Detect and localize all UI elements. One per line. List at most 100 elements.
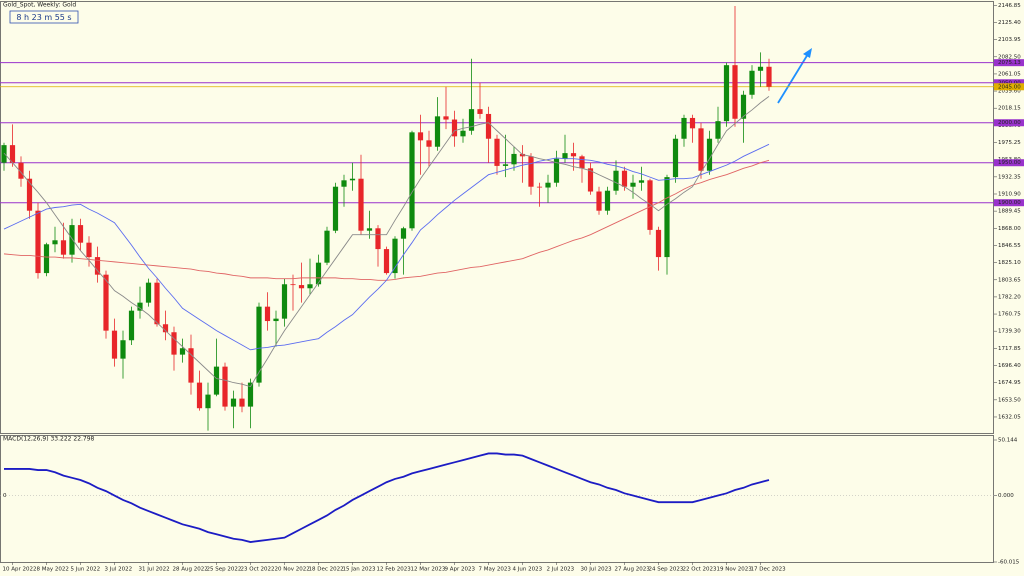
candle-body bbox=[213, 366, 220, 395]
candle-body bbox=[315, 262, 322, 285]
candle-body bbox=[358, 178, 364, 231]
candle-body bbox=[604, 190, 611, 211]
candle-body bbox=[426, 140, 432, 147]
x-tick-label: 4 Jun 2023 bbox=[513, 567, 543, 573]
x-tick-label: 12 Feb 2023 bbox=[377, 567, 412, 573]
candle-body bbox=[400, 228, 407, 239]
candle-body bbox=[596, 191, 602, 211]
candle-body bbox=[715, 121, 721, 139]
x-tick-label: 7 May 2023 bbox=[479, 567, 512, 573]
candle-body bbox=[766, 66, 772, 87]
candle-body bbox=[655, 229, 662, 258]
timer-box bbox=[9, 10, 79, 24]
candle-body bbox=[162, 324, 169, 333]
candle-body bbox=[324, 230, 330, 263]
candle-body bbox=[621, 170, 628, 187]
y-tick-label: 1696.40 bbox=[998, 363, 1021, 369]
x-tick-label: 17 Dec 2023 bbox=[751, 567, 787, 573]
candle-body bbox=[35, 210, 41, 274]
candle-body bbox=[757, 66, 764, 71]
candle-body bbox=[154, 282, 160, 325]
candle-body bbox=[366, 228, 373, 231]
macd-panel bbox=[0, 435, 994, 563]
x-tick-label: 19 Nov 2023 bbox=[717, 567, 753, 573]
candle-body bbox=[630, 182, 636, 187]
level-label: 2000.00 bbox=[998, 120, 1021, 126]
x-tick-label: 9 Apr 2023 bbox=[445, 567, 476, 573]
candle-body bbox=[111, 330, 118, 359]
candle-body bbox=[494, 138, 500, 166]
candle-body bbox=[647, 180, 653, 230]
candle-body bbox=[528, 156, 534, 187]
arrow-shaft bbox=[777, 53, 809, 104]
x-tick-label: 3 Jul 2022 bbox=[105, 567, 133, 573]
x-tick-label: 2 Jul 2023 bbox=[547, 567, 575, 573]
candle-body bbox=[689, 117, 696, 129]
x-tick-label: 31 Jul 2022 bbox=[139, 567, 170, 573]
y-tick-label: 1632.05 bbox=[998, 414, 1021, 420]
candle-body bbox=[332, 186, 339, 231]
candle-body bbox=[9, 145, 16, 163]
moving-average bbox=[3, 143, 770, 351]
x-tick-label: 5 Jun 2022 bbox=[71, 567, 101, 573]
y-tick-label: 2061.05 bbox=[998, 71, 1021, 77]
candle-body bbox=[103, 274, 109, 331]
candle-body bbox=[239, 398, 245, 407]
y-tick-label: 1932.35 bbox=[998, 174, 1021, 180]
candle-body bbox=[188, 348, 194, 383]
candle-body bbox=[706, 138, 713, 171]
candle-body bbox=[264, 306, 271, 322]
candle-body bbox=[553, 158, 560, 183]
candle-body bbox=[749, 70, 755, 95]
candle-body bbox=[120, 340, 126, 359]
y-tick-label: 2125.40 bbox=[998, 20, 1021, 26]
y-tick-label: 0.000 bbox=[998, 493, 1014, 499]
candle-body bbox=[230, 398, 237, 407]
candle-body bbox=[434, 116, 441, 147]
candle-body bbox=[179, 348, 186, 355]
candle-body bbox=[18, 162, 24, 179]
last-price-label: 2045.00 bbox=[998, 84, 1021, 90]
x-tick-label: 30 Jul 2023 bbox=[581, 567, 613, 573]
candle-body bbox=[485, 113, 492, 139]
candle-body bbox=[349, 178, 356, 181]
candle-body bbox=[205, 394, 211, 409]
arrow-head bbox=[803, 48, 812, 58]
y-tick-label: 1803.65 bbox=[998, 277, 1021, 283]
candle-body bbox=[562, 153, 568, 159]
candle-body bbox=[740, 94, 747, 119]
price-panel bbox=[0, 1, 994, 434]
x-tick-label: 20 Nov 2022 bbox=[275, 567, 310, 573]
y-tick-label: 1782.20 bbox=[998, 294, 1021, 300]
candle-body bbox=[383, 249, 390, 274]
candle-body bbox=[273, 318, 279, 322]
y-tick-label: 1674.95 bbox=[998, 380, 1021, 386]
last-price-tag bbox=[994, 83, 1024, 91]
level-tag bbox=[994, 159, 1024, 167]
candle-body bbox=[222, 366, 228, 407]
candle-body bbox=[69, 225, 75, 255]
candle-body bbox=[196, 382, 203, 409]
candle-body bbox=[723, 65, 730, 122]
candle-body bbox=[511, 153, 517, 165]
candle-body bbox=[94, 257, 101, 275]
candle-body bbox=[698, 128, 704, 171]
candle-body bbox=[60, 240, 67, 255]
candle-body bbox=[681, 117, 687, 139]
chart-title: Gold_Spot, Weekly: Gold bbox=[3, 2, 76, 9]
y-tick-label: 2146.85 bbox=[998, 3, 1021, 9]
candle-body bbox=[290, 284, 296, 286]
candle-body bbox=[443, 116, 449, 120]
x-tick-label: 23 Oct 2022 bbox=[241, 567, 275, 573]
candle-body bbox=[341, 180, 347, 187]
level-label: 2075.13 bbox=[998, 60, 1021, 66]
candle-body bbox=[145, 282, 152, 303]
y-tick-label: 2018.15 bbox=[998, 106, 1021, 112]
candle-body bbox=[307, 284, 313, 289]
candle-body bbox=[43, 244, 50, 274]
x-tick-label: 10 Apr 2022 bbox=[3, 567, 37, 573]
macd-line bbox=[4, 452, 770, 543]
candle-body bbox=[732, 65, 738, 119]
candle-body bbox=[570, 153, 577, 157]
indicator-title: MACD(12,26,9) 33.222 22.798 bbox=[3, 436, 95, 443]
